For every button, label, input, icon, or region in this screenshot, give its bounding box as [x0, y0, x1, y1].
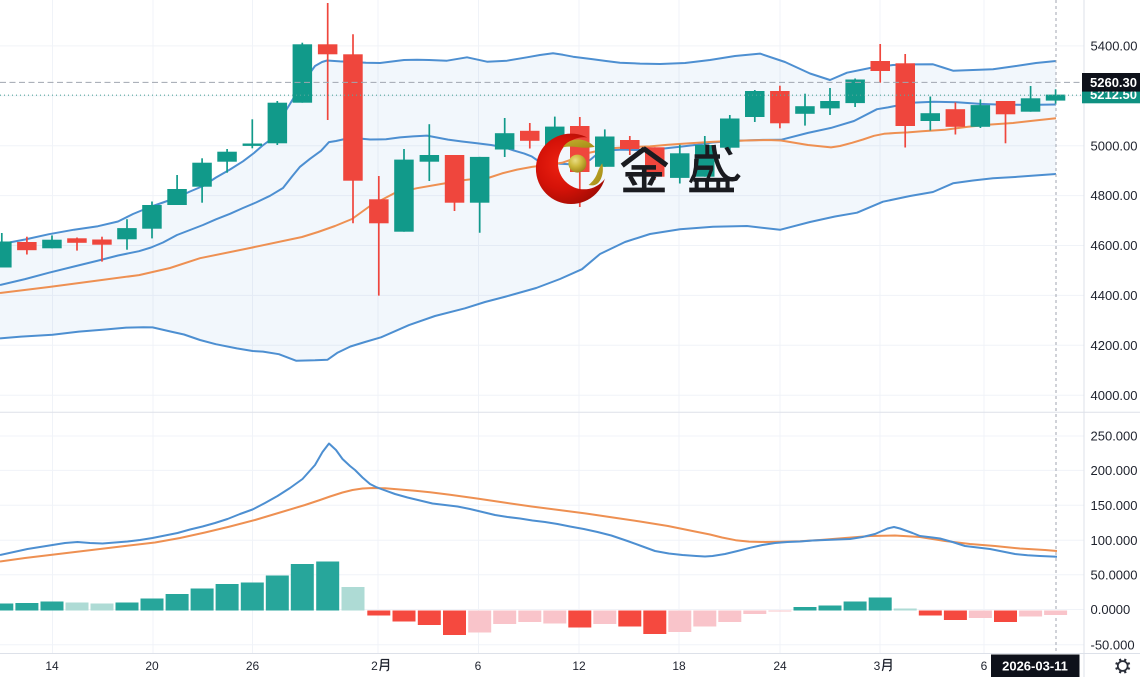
- svg-text:5000.00: 5000.00: [1091, 138, 1138, 153]
- svg-text:5260.30: 5260.30: [1090, 75, 1137, 90]
- svg-text:24: 24: [773, 659, 787, 673]
- svg-text:3: 3: [874, 659, 881, 673]
- svg-text:100.000: 100.000: [1091, 533, 1138, 548]
- svg-text:12: 12: [572, 659, 586, 673]
- svg-text:18: 18: [672, 659, 686, 673]
- svg-text:4200.00: 4200.00: [1091, 338, 1138, 353]
- svg-text:-50.000: -50.000: [1091, 637, 1135, 652]
- svg-text:6: 6: [981, 659, 988, 673]
- svg-text:2026-03-11: 2026-03-11: [1002, 659, 1068, 674]
- svg-text:150.000: 150.000: [1091, 498, 1138, 513]
- svg-text:4400.00: 4400.00: [1091, 288, 1138, 303]
- svg-text:50.0000: 50.0000: [1091, 567, 1138, 582]
- svg-text:5400.00: 5400.00: [1091, 39, 1138, 54]
- svg-text:4000.00: 4000.00: [1091, 388, 1138, 403]
- svg-text:250.000: 250.000: [1091, 429, 1138, 444]
- svg-text:6: 6: [475, 659, 482, 673]
- svg-text:14: 14: [45, 659, 59, 673]
- svg-text:4800.00: 4800.00: [1091, 188, 1138, 203]
- svg-text:2: 2: [371, 659, 378, 673]
- svg-text:4600.00: 4600.00: [1091, 238, 1138, 253]
- svg-text:0.0000: 0.0000: [1091, 602, 1131, 617]
- svg-text:26: 26: [246, 659, 260, 673]
- svg-text:20: 20: [145, 659, 159, 673]
- svg-text:200.000: 200.000: [1091, 463, 1138, 478]
